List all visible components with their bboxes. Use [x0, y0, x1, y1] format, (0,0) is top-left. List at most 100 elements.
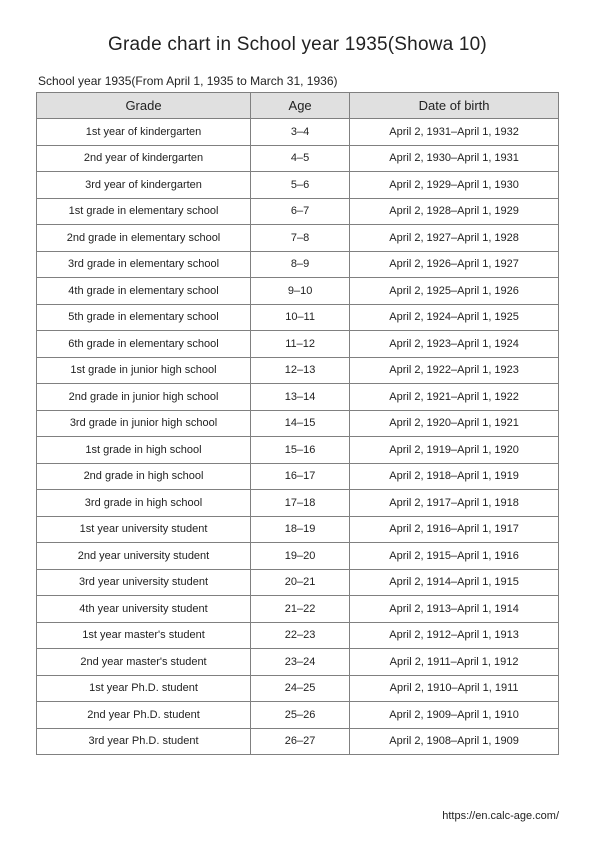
cell-age: 8–9 [251, 251, 350, 278]
cell-dob: April 2, 1922–April 1, 1923 [350, 357, 559, 384]
cell-age: 12–13 [251, 357, 350, 384]
cell-age: 19–20 [251, 543, 350, 570]
table-row: 1st grade in junior high school12–13Apri… [37, 357, 559, 384]
table-row: 1st year university student18–19April 2,… [37, 516, 559, 543]
table-row: 3rd year Ph.D. student26–27April 2, 1908… [37, 728, 559, 755]
cell-grade: 1st year Ph.D. student [37, 675, 251, 702]
cell-dob: April 2, 1910–April 1, 1911 [350, 675, 559, 702]
cell-dob: April 2, 1908–April 1, 1909 [350, 728, 559, 755]
table-row: 3rd grade in junior high school14–15Apri… [37, 410, 559, 437]
table-row: 5th grade in elementary school10–11April… [37, 304, 559, 331]
cell-age: 21–22 [251, 596, 350, 623]
table-row: 2nd year Ph.D. student25–26April 2, 1909… [37, 702, 559, 729]
table-row: 2nd year of kindergarten4–5April 2, 1930… [37, 145, 559, 172]
cell-age: 4–5 [251, 145, 350, 172]
table-row: 3rd year university student20–21April 2,… [37, 569, 559, 596]
cell-grade: 2nd year university student [37, 543, 251, 570]
cell-dob: April 2, 1920–April 1, 1921 [350, 410, 559, 437]
cell-age: 13–14 [251, 384, 350, 411]
cell-dob: April 2, 1924–April 1, 1925 [350, 304, 559, 331]
cell-grade: 2nd year master's student [37, 649, 251, 676]
cell-grade: 5th grade in elementary school [37, 304, 251, 331]
cell-grade: 3rd grade in high school [37, 490, 251, 517]
cell-grade: 1st grade in junior high school [37, 357, 251, 384]
cell-age: 26–27 [251, 728, 350, 755]
cell-dob: April 2, 1926–April 1, 1927 [350, 251, 559, 278]
col-header-age: Age [251, 93, 350, 119]
cell-grade: 3rd year of kindergarten [37, 172, 251, 199]
cell-grade: 1st year university student [37, 516, 251, 543]
table-row: 1st grade in high school15–16April 2, 19… [37, 437, 559, 464]
cell-dob: April 2, 1917–April 1, 1918 [350, 490, 559, 517]
cell-age: 10–11 [251, 304, 350, 331]
cell-dob: April 2, 1915–April 1, 1916 [350, 543, 559, 570]
cell-grade: 3rd year university student [37, 569, 251, 596]
cell-dob: April 2, 1919–April 1, 1920 [350, 437, 559, 464]
cell-grade: 1st year of kindergarten [37, 119, 251, 146]
cell-dob: April 2, 1928–April 1, 1929 [350, 198, 559, 225]
cell-age: 15–16 [251, 437, 350, 464]
table-row: 1st year of kindergarten3–4April 2, 1931… [37, 119, 559, 146]
cell-age: 18–19 [251, 516, 350, 543]
subtitle: School year 1935(From April 1, 1935 to M… [38, 74, 559, 88]
table-row: 3rd year of kindergarten5–6April 2, 1929… [37, 172, 559, 199]
cell-dob: April 2, 1930–April 1, 1931 [350, 145, 559, 172]
table-header-row: Grade Age Date of birth [37, 93, 559, 119]
cell-grade: 2nd year of kindergarten [37, 145, 251, 172]
cell-dob: April 2, 1923–April 1, 1924 [350, 331, 559, 358]
cell-dob: April 2, 1931–April 1, 1932 [350, 119, 559, 146]
cell-age: 17–18 [251, 490, 350, 517]
cell-grade: 1st year master's student [37, 622, 251, 649]
cell-grade: 1st grade in high school [37, 437, 251, 464]
footer-url: https://en.calc-age.com/ [442, 810, 559, 822]
cell-dob: April 2, 1912–April 1, 1913 [350, 622, 559, 649]
cell-age: 5–6 [251, 172, 350, 199]
table-row: 2nd grade in elementary school7–8April 2… [37, 225, 559, 252]
cell-dob: April 2, 1921–April 1, 1922 [350, 384, 559, 411]
cell-age: 16–17 [251, 463, 350, 490]
cell-grade: 6th grade in elementary school [37, 331, 251, 358]
cell-age: 9–10 [251, 278, 350, 305]
cell-dob: April 2, 1925–April 1, 1926 [350, 278, 559, 305]
cell-grade: 4th year university student [37, 596, 251, 623]
cell-age: 24–25 [251, 675, 350, 702]
table-row: 2nd year master's student23–24April 2, 1… [37, 649, 559, 676]
cell-grade: 3rd grade in elementary school [37, 251, 251, 278]
cell-age: 23–24 [251, 649, 350, 676]
cell-age: 3–4 [251, 119, 350, 146]
cell-dob: April 2, 1909–April 1, 1910 [350, 702, 559, 729]
cell-grade: 3rd grade in junior high school [37, 410, 251, 437]
page-title: Grade chart in School year 1935(Showa 10… [36, 34, 559, 56]
table-row: 4th year university student21–22April 2,… [37, 596, 559, 623]
cell-dob: April 2, 1929–April 1, 1930 [350, 172, 559, 199]
table-row: 6th grade in elementary school11–12April… [37, 331, 559, 358]
cell-age: 22–23 [251, 622, 350, 649]
table-body: 1st year of kindergarten3–4April 2, 1931… [37, 119, 559, 755]
table-row: 1st year Ph.D. student24–25April 2, 1910… [37, 675, 559, 702]
cell-dob: April 2, 1914–April 1, 1915 [350, 569, 559, 596]
cell-grade: 1st grade in elementary school [37, 198, 251, 225]
cell-age: 6–7 [251, 198, 350, 225]
table-row: 1st year master's student22–23April 2, 1… [37, 622, 559, 649]
table-row: 2nd grade in junior high school13–14Apri… [37, 384, 559, 411]
cell-grade: 4th grade in elementary school [37, 278, 251, 305]
cell-age: 20–21 [251, 569, 350, 596]
cell-grade: 2nd grade in junior high school [37, 384, 251, 411]
cell-dob: April 2, 1927–April 1, 1928 [350, 225, 559, 252]
cell-age: 11–12 [251, 331, 350, 358]
cell-age: 7–8 [251, 225, 350, 252]
cell-grade: 2nd year Ph.D. student [37, 702, 251, 729]
cell-dob: April 2, 1916–April 1, 1917 [350, 516, 559, 543]
col-header-grade: Grade [37, 93, 251, 119]
cell-grade: 2nd grade in elementary school [37, 225, 251, 252]
grade-table: Grade Age Date of birth 1st year of kind… [36, 92, 559, 755]
table-row: 2nd year university student19–20April 2,… [37, 543, 559, 570]
table-row: 3rd grade in high school17–18April 2, 19… [37, 490, 559, 517]
cell-dob: April 2, 1911–April 1, 1912 [350, 649, 559, 676]
table-row: 3rd grade in elementary school8–9April 2… [37, 251, 559, 278]
table-row: 1st grade in elementary school6–7April 2… [37, 198, 559, 225]
table-row: 2nd grade in high school16–17April 2, 19… [37, 463, 559, 490]
cell-age: 25–26 [251, 702, 350, 729]
page: Grade chart in School year 1935(Showa 10… [0, 0, 595, 842]
cell-grade: 2nd grade in high school [37, 463, 251, 490]
